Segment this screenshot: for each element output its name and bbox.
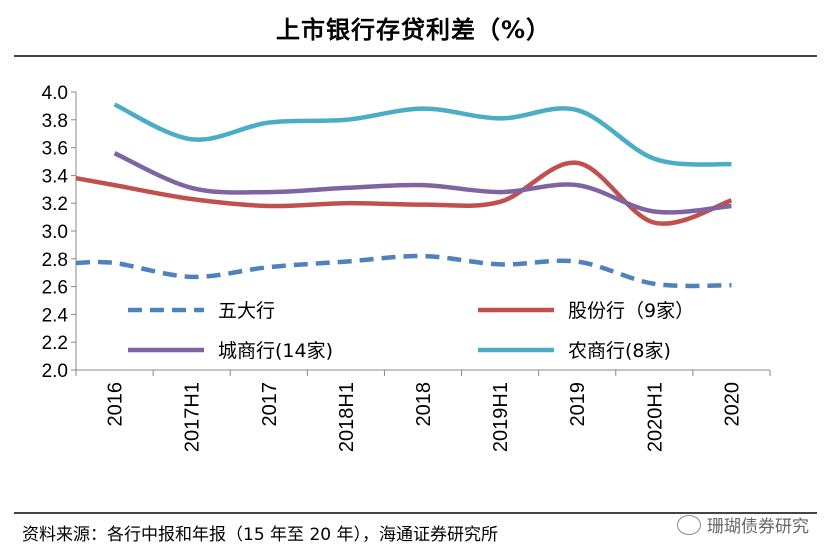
x-tick-label: 2019H1 (490, 382, 512, 452)
y-tick-label: 3.4 (42, 166, 69, 187)
x-tick-label: 2020H1 (644, 382, 666, 452)
y-tick-label: 2.6 (42, 278, 68, 299)
series-line-2 (113, 151, 732, 215)
y-tick-label: 2.0 (42, 361, 68, 382)
chart-title: 上市银行存贷利差（%） (275, 16, 552, 44)
x-tick-label: 2020 (721, 382, 743, 427)
watermark-text: 珊瑚债券研究 (707, 517, 809, 537)
x-tick-label: 2018H1 (336, 382, 358, 452)
x-tick-label: 2017H1 (182, 382, 204, 452)
watermark: 珊瑚债券研究 (677, 512, 809, 537)
legend: 五大行 股份行（9家） 城商行(14家) 农商行(8家) (128, 300, 694, 362)
y-tick-label: 3.6 (42, 139, 68, 160)
y-tick-label: 2.2 (42, 333, 68, 354)
series-line-1 (75, 160, 733, 226)
x-tick-label: 2019 (567, 382, 589, 427)
legend-label-0: 五大行 (218, 300, 275, 322)
x-tick-label: 2016 (105, 382, 127, 427)
legend-label-2: 城商行(14家) (218, 340, 333, 362)
series-line-0 (75, 253, 732, 289)
legend-label-3: 农商行(8家) (568, 340, 671, 362)
y-tick-label: 3.0 (42, 222, 68, 243)
y-tick-label: 2.8 (42, 250, 68, 271)
axes: 2.0 2.2 2.4 2.6 2.8 3.0 3.2 3.4 3.6 3.8 4.0 2016 201… (42, 83, 771, 452)
y-tick-label: 4.0 (42, 83, 68, 104)
y-tick-label: 3.8 (42, 111, 68, 132)
series-line-3 (113, 102, 732, 167)
y-tick-label: 3.2 (42, 194, 68, 215)
top-rule (14, 55, 817, 57)
source-note: 资料来源：各行中报和年报（15 年至 20 年），海通证券研究所 (22, 525, 498, 545)
series-lines (75, 102, 733, 289)
x-tick-label: 2018 (413, 382, 435, 427)
x-tick-label: 2017 (259, 382, 281, 427)
bottom-rule (14, 512, 817, 514)
wechat-icon (677, 514, 701, 535)
line-chart: 2.0 2.2 2.4 2.6 2.8 3.0 3.2 3.4 3.6 3.8 4.0 2016 201… (42, 83, 771, 452)
legend-label-1: 股份行（9家） (568, 300, 694, 322)
y-tick-label: 2.4 (42, 305, 69, 326)
